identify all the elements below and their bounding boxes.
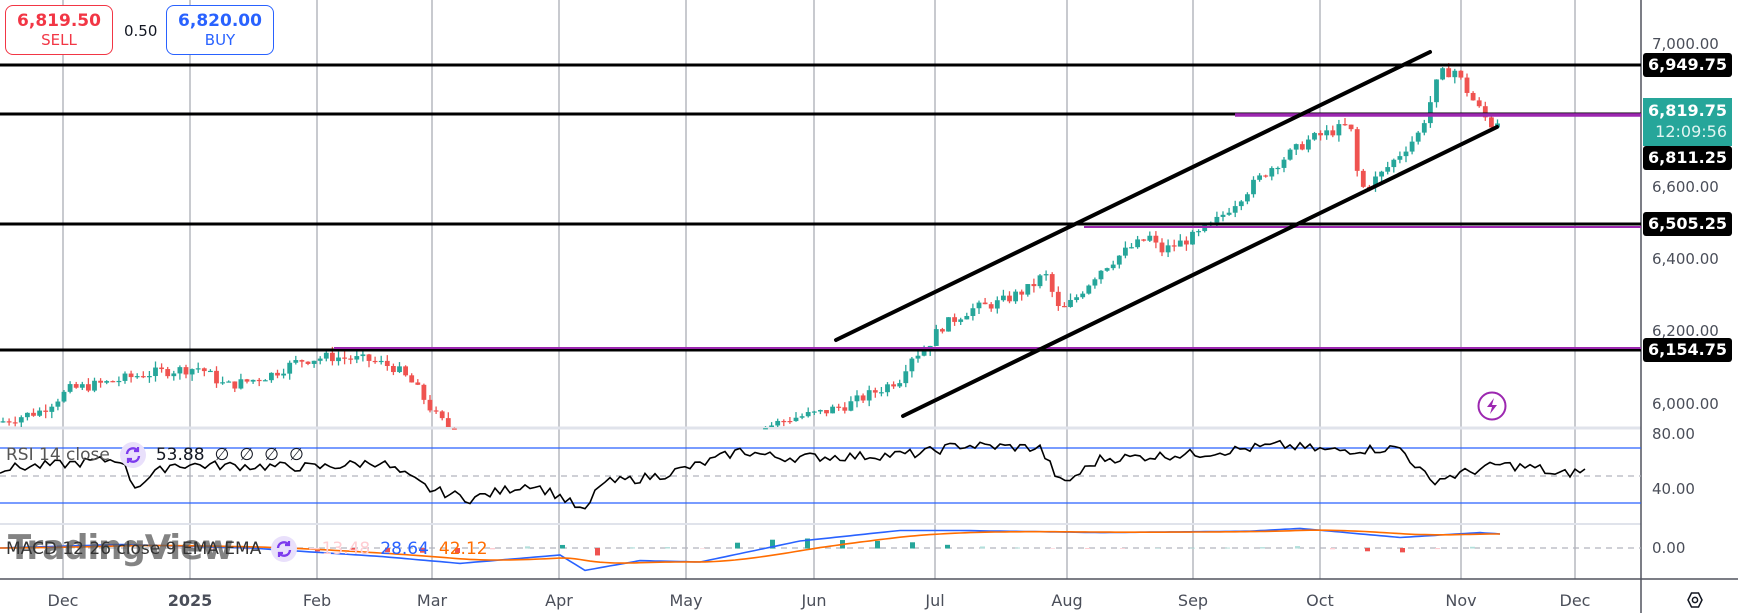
macd-legend[interactable]: MACD 12 26 close 9 EMA EMA −13.48 28.64 … [6,536,488,562]
rsi-extra: ∅ [288,445,304,465]
level-tag-6505: 6,505.25 [1643,212,1732,236]
time-axis-label: Aug [1051,591,1083,610]
candlestick-series [0,63,1500,430]
vertical-gridlines [62,0,1576,579]
time-axis-label: Jul [925,591,945,610]
last-price: 6,819.75 [1648,101,1727,120]
rsi-extra: ∅ [214,445,230,465]
price-axis-label: 6,200.00 [1652,322,1719,340]
settings-gear-icon[interactable] [1680,588,1710,612]
time-axis-label: May [669,591,703,610]
rsi-legend[interactable]: RSI 14 close 53.88 ∅ ∅ ∅ ∅ [6,442,304,468]
time-axis-label: Dec [47,591,79,610]
price-axis-label: 6,000.00 [1652,395,1719,413]
macd-pane [0,527,1641,572]
refresh-icon[interactable] [119,442,146,468]
time-axis-label: Nov [1445,591,1477,610]
time-axis-label: Apr [545,591,573,610]
price-axis-label: 6,600.00 [1652,178,1719,196]
price-axis-label: 7,000.00 [1652,35,1719,53]
sell-price: 6,819.50 [17,11,101,31]
time-axis-label: Dec [1559,591,1591,610]
lightning-icon[interactable] [1476,390,1508,422]
last-price-tag: 6,819.75 12:09:56 [1643,98,1732,146]
macd-histogram-value: −13.48 [307,539,371,559]
rsi-axis-label: 80.00 [1652,425,1695,443]
rsi-axis-label: 40.00 [1652,480,1695,498]
bar-countdown: 12:09:56 [1655,122,1727,141]
macd-axis-label: 0.00 [1652,539,1686,557]
horizontal-levels[interactable] [0,63,1641,352]
signal-value: 42.12 [438,539,488,559]
macd-title: MACD 12 26 close 9 EMA EMA [6,539,262,559]
buy-price: 6,820.00 [178,11,262,31]
level-tag-6949: 6,949.75 [1643,53,1732,77]
rsi-extra: ∅ [239,445,255,465]
rsi-value: 53.88 [155,445,205,465]
time-axis-label: Feb [302,591,332,610]
spread-value: 0.50 [124,22,158,40]
rsi-pane [0,439,1641,510]
tradingview-watermark: TradingView [8,528,234,568]
parallel-channel[interactable] [834,50,1499,418]
buy-label: BUY [204,31,236,49]
refresh-icon[interactable] [271,536,298,562]
time-axis-label: Sep [1177,591,1209,610]
level-tag-6154: 6,154.75 [1643,338,1732,362]
sell-label: SELL [41,31,77,49]
time-axis-label: Oct [1306,591,1334,610]
time-axis-label: Jun [801,591,827,610]
level-tag-6811: 6,811.25 [1643,146,1732,170]
rsi-extra: ∅ [264,445,279,465]
price-axis-label: 6,400.00 [1652,250,1719,268]
macd-value: 28.64 [380,539,429,559]
buy-button[interactable]: 6,820.00 BUY [166,5,274,55]
rsi-title: RSI 14 close [6,445,110,465]
time-axis-label: Mar [416,591,448,610]
time-axis-label: 2025 [167,591,213,610]
sell-button[interactable]: 6,819.50 SELL [5,5,113,55]
